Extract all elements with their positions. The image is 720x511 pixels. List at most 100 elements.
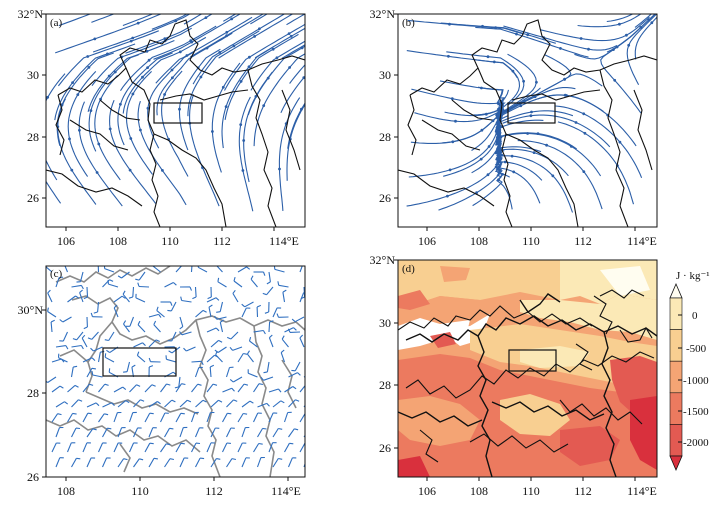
- a-flow-arrow: [253, 35, 256, 38]
- wind-barb: [166, 355, 176, 362]
- y-tick-c-0: 26: [27, 470, 39, 484]
- b-flow-arrow: [526, 132, 529, 135]
- a-flow-arrow: [230, 18, 233, 21]
- a-flow-arrow: [262, 104, 265, 107]
- a-streamline: [223, 0, 322, 21]
- wind-barb: [242, 458, 250, 467]
- colorbar-segment: [670, 393, 682, 425]
- panel-label-c: (c): [50, 268, 63, 280]
- wind-barb: [242, 401, 253, 407]
- wind-barb: [227, 332, 238, 339]
- b-streamline: [440, 81, 504, 112]
- b-flow-arrow: [519, 104, 522, 107]
- wind-barb: [134, 343, 146, 347]
- wind-barb: [114, 413, 121, 423]
- b-streamline: [409, 120, 501, 177]
- b-flow-arrow: [533, 151, 536, 154]
- b-streamline: [474, 60, 519, 113]
- x-tick-a-0: 106: [57, 234, 75, 248]
- wind-barb: [258, 428, 267, 437]
- wind-barb: [48, 308, 56, 317]
- a-flow-arrow: [86, 55, 89, 58]
- wind-barb: [68, 443, 76, 452]
- wind-barb: [180, 332, 192, 335]
- y-axis-d: 26 28 30 32°N: [370, 253, 398, 455]
- a-flow-arrow: [97, 143, 100, 146]
- b-flow-arrow: [480, 158, 483, 161]
- a-flow-arrow: [321, 2, 324, 5]
- a-flow-arrow: [337, 47, 340, 50]
- panel-label-a: (a): [50, 17, 63, 29]
- a-flow-arrow: [76, 93, 79, 96]
- wind-barb: [269, 335, 273, 347]
- wind-barb: [242, 308, 250, 317]
- x-tick-a-2: 110: [161, 234, 179, 248]
- y-axis-a: 26 28 30 32°N: [18, 7, 46, 205]
- wind-barb: [267, 272, 271, 284]
- wind-barb: [84, 317, 88, 329]
- wind-barb: [277, 314, 289, 318]
- a-flow-arrow: [233, 45, 236, 48]
- wind-barb: [52, 443, 60, 452]
- wind-barb: [165, 428, 174, 437]
- wind-barb: [161, 444, 171, 452]
- field-patch: [440, 266, 470, 282]
- a-flow-arrow: [179, 51, 182, 54]
- b-flow-arrow: [570, 145, 573, 148]
- wind-barb: [216, 302, 222, 312]
- b-flow-arrow: [587, 48, 590, 51]
- wind-barb: [72, 366, 78, 377]
- b-flow-arrow: [650, 21, 653, 24]
- a-flow-arrow: [96, 171, 99, 174]
- b-flow-arrow: [582, 112, 585, 115]
- b-flow-arrow: [580, 37, 583, 40]
- wind-barb: [138, 283, 149, 287]
- a-streamline: [212, 63, 240, 172]
- a-streamline: [91, 0, 197, 22]
- panel-d: (d) 106 108 110 112 114°E 26 28 30 32°N: [370, 253, 657, 498]
- streamlines-a: [27, 0, 388, 211]
- wind-barb: [114, 387, 126, 392]
- a-streamline: [126, 2, 232, 53]
- wind-barb: [88, 332, 99, 339]
- colorbar-top-cap: [670, 284, 682, 298]
- x-tick-d-0: 106: [418, 484, 436, 498]
- b-flow-arrow: [618, 23, 621, 26]
- wind-barb: [273, 308, 281, 317]
- wind-barb: [161, 302, 173, 306]
- wind-barb: [103, 403, 115, 407]
- a-flow-arrow: [146, 66, 149, 69]
- wind-barb: [282, 336, 288, 347]
- x-tick-b-2: 110: [522, 234, 540, 248]
- b-flow-arrow: [535, 81, 538, 84]
- a-flow-arrow: [141, 76, 144, 79]
- a-flow-arrow: [225, 31, 228, 34]
- x-tick-d-1: 108: [470, 484, 488, 498]
- b-flow-arrow: [530, 111, 533, 114]
- colorbar-ticks: 0 -500 -1000 -1500 -2000: [678, 310, 709, 449]
- colorbar-tick-2: -1000: [683, 375, 709, 387]
- a-flow-arrow: [71, 81, 74, 84]
- a-flow-arrow: [288, 32, 291, 35]
- b-streamline: [499, 134, 601, 177]
- wind-barb: [300, 263, 308, 272]
- wind-barb: [238, 443, 246, 452]
- wind-barb: [138, 321, 145, 332]
- a-flow-arrow: [265, 11, 268, 14]
- wind-barb: [180, 458, 188, 467]
- a-flow-arrow: [248, 56, 251, 59]
- wind-barb: [137, 352, 145, 362]
- b-flow-arrow: [454, 120, 457, 123]
- a-flow-arrow: [129, 137, 132, 140]
- wind-barb: [72, 346, 84, 350]
- wind-barb: [72, 285, 84, 289]
- wind-barb: [254, 272, 265, 276]
- wind-barb: [167, 302, 176, 311]
- b-flow-arrow: [487, 55, 490, 58]
- wind-barb: [220, 320, 223, 332]
- wind-barb: [273, 401, 284, 407]
- wind-barb: [56, 428, 63, 438]
- y-tick-b-0: 26: [379, 191, 391, 205]
- a-flow-arrow: [225, 105, 228, 108]
- x-axis-d: 106 108 110 112 114°E: [418, 477, 657, 498]
